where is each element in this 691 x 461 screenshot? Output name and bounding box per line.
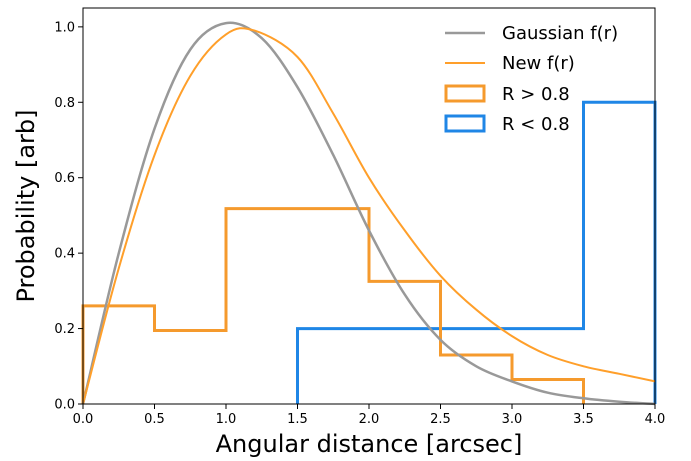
x-tick-label: 3.5 <box>573 412 594 427</box>
x-tick-label: 1.0 <box>216 412 237 427</box>
y-tick-label: 1.0 <box>54 20 75 35</box>
legend-swatch-r-low <box>444 114 486 133</box>
legend-label-r-high: R > 0.8 <box>502 84 570 105</box>
x-axis-title: Angular distance [arcsec] <box>216 430 523 458</box>
y-axis-title: Probability [arb] <box>12 109 40 302</box>
x-tick-label: 0.5 <box>144 412 165 427</box>
legend-label-gaussian: Gaussian f(r) <box>502 23 618 44</box>
legend-label-new: New f(r) <box>502 53 575 74</box>
x-tick-label: 1.5 <box>287 412 308 427</box>
legend: Gaussian f(r) New f(r) R > 0.8 R < 0.8 <box>444 23 618 135</box>
y-tick-label: 0.4 <box>54 247 75 262</box>
x-tick-label: 4.0 <box>645 412 666 427</box>
axis-ticks: 0.0 0.5 1.0 1.5 2.0 2.5 3.0 3.5 4.0 0.0 0.2 0.4 0.6 0… <box>54 20 665 427</box>
y-tick-label: 0.6 <box>54 171 75 186</box>
gaussian-curve <box>81 21 656 406</box>
x-tick-label: 0.0 <box>73 412 94 427</box>
legend-label-r-low: R < 0.8 <box>502 114 570 135</box>
y-tick-label: 0.0 <box>54 398 75 413</box>
histogram-r-high <box>81 207 585 404</box>
new-curve <box>82 27 656 405</box>
plot-content <box>81 21 657 406</box>
y-tick-label: 0.8 <box>54 96 75 111</box>
legend-swatch-r-high <box>444 84 486 103</box>
x-tick-label: 2.5 <box>430 412 451 427</box>
y-tick-label: 0.2 <box>54 322 75 337</box>
x-tick-label: 3.0 <box>502 412 523 427</box>
x-tick-label: 2.0 <box>359 412 380 427</box>
